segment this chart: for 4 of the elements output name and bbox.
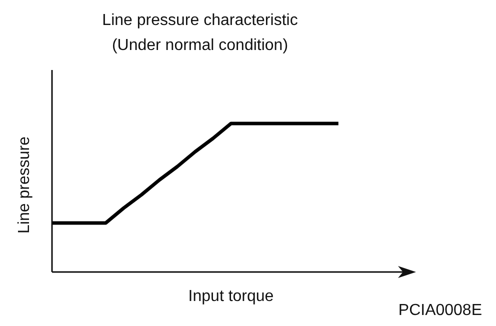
x-axis-title: Input torque (188, 288, 274, 305)
text: PCIA0008E (398, 302, 482, 320)
chart-title: Line pressure characteristic (Under normal condition) (101, 11, 299, 56)
y-axis-title: Line pressure (16, 136, 34, 234)
